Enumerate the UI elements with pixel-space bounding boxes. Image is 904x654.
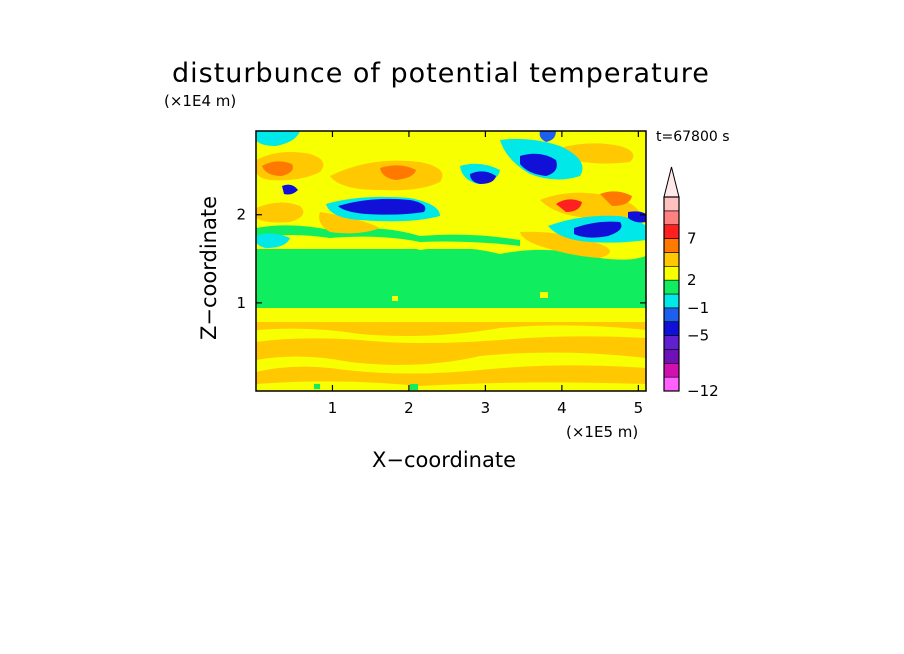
- y-axis-unit: (×1E4 m): [164, 92, 237, 110]
- lower-yellow-streak-3: [256, 381, 646, 391]
- y-tick-label: 2: [236, 206, 246, 224]
- x-axis-unit: (×1E5 m): [566, 423, 639, 441]
- colorbar-label: −12: [687, 382, 719, 400]
- red-accent-left: [262, 161, 293, 176]
- lower-yellow-streak-1: [256, 352, 646, 374]
- blue-core-right-edge: [628, 211, 646, 223]
- colorbar-swatch: [663, 349, 680, 364]
- colorbar-swatch: [663, 321, 680, 336]
- colorbar-swatch: [663, 279, 680, 295]
- blue-core-mid: [470, 171, 496, 184]
- red-accent-right: [556, 199, 582, 212]
- colorbar-swatch: [663, 238, 680, 253]
- orange-patch-right-low: [520, 231, 610, 258]
- chart-title: disturbunce of potential temperature: [172, 58, 710, 89]
- blue-core-top-right: [520, 153, 557, 176]
- x-tick-label: 5: [634, 399, 644, 417]
- lower-yellow-streak-2: [256, 325, 646, 343]
- colorbar-frame: [663, 196, 680, 392]
- colorbar-label: 7: [687, 230, 697, 248]
- colorbar-swatch: [663, 196, 680, 212]
- colorbar-swatch: [663, 307, 680, 323]
- x-tick-label: 2: [404, 399, 414, 417]
- colorbar-extend-arrow: [663, 166, 680, 198]
- green-streak-upper: [256, 225, 520, 246]
- colorbar-label: −1: [687, 299, 709, 317]
- colorbar-label: −5: [687, 327, 709, 345]
- lower-green-fleck-2: [314, 384, 320, 389]
- lower-green-fleck: [410, 384, 418, 390]
- colorbar: 7 2 −1 −5 −12: [663, 166, 719, 400]
- x-tick-label: 4: [557, 399, 567, 417]
- colorbar-swatch: [663, 265, 680, 281]
- green-fleck-2: [540, 292, 548, 298]
- cyan-region-top-left: [256, 131, 300, 146]
- colorbar-swatch: [663, 293, 680, 309]
- blue-core-top: [539, 131, 556, 142]
- green-fleck-1: [392, 296, 398, 301]
- colorbar-swatch: [663, 376, 680, 392]
- x-axis-label: X−coordinate: [372, 448, 516, 472]
- blue-core-center: [338, 198, 426, 215]
- x-tick-label: 1: [328, 399, 338, 417]
- colorbar-swatch: [663, 210, 680, 226]
- contour-field: [256, 131, 646, 391]
- colorbar-label: 2: [687, 271, 697, 289]
- blue-core-right: [574, 221, 622, 238]
- blue-core-left: [282, 184, 298, 195]
- orange-patch-center-low: [319, 212, 380, 234]
- axis-ticks: 1 2 3 4 5 1 2: [236, 131, 646, 417]
- colorbar-swatch: [663, 335, 680, 350]
- colorbar-swatch: [663, 224, 680, 239]
- plot-frame: [255, 130, 647, 392]
- time-annotation: t=67800 s: [656, 129, 730, 145]
- red-accent-right-2: [600, 191, 632, 206]
- cyan-region-left-low: [256, 233, 290, 248]
- y-tick-label: 1: [236, 294, 246, 312]
- colorbar-swatch: [663, 252, 680, 267]
- colorbar-swatch: [663, 362, 680, 378]
- red-accent-center: [380, 165, 416, 180]
- orange-patch-left-mid: [256, 202, 304, 223]
- x-tick-label: 3: [481, 399, 491, 417]
